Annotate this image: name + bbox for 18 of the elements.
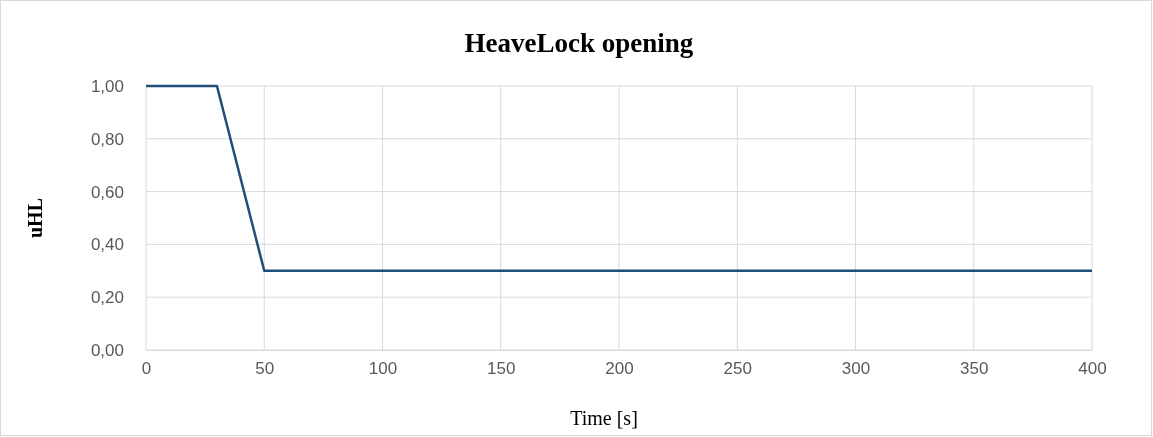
y-tick-label: 0,20: [90, 288, 124, 308]
x-tick-label: 100: [368, 359, 398, 379]
y-tick-label: 0,60: [90, 182, 124, 202]
y-tick-label: 0,80: [90, 129, 124, 149]
x-tick-label: 350: [960, 359, 989, 379]
x-tick-label: 200: [605, 359, 634, 379]
x-tick-label: 300: [841, 359, 871, 379]
y-tick-label: 1,00: [90, 76, 124, 96]
x-tick-label: 400: [1078, 359, 1107, 379]
x-tick-label: 250: [723, 359, 752, 379]
x-tick-label: 50: [255, 359, 275, 379]
x-axis-title: Time [s]: [570, 407, 638, 429]
x-tick-label: 0: [141, 359, 152, 379]
y-axis-title: uHL: [24, 197, 46, 239]
y-tick-label: 0,00: [90, 340, 124, 360]
chart-title: HeaveLock opening: [464, 28, 694, 58]
y-tick-label: 0,40: [90, 235, 124, 255]
x-tick-label: 150: [487, 359, 516, 379]
